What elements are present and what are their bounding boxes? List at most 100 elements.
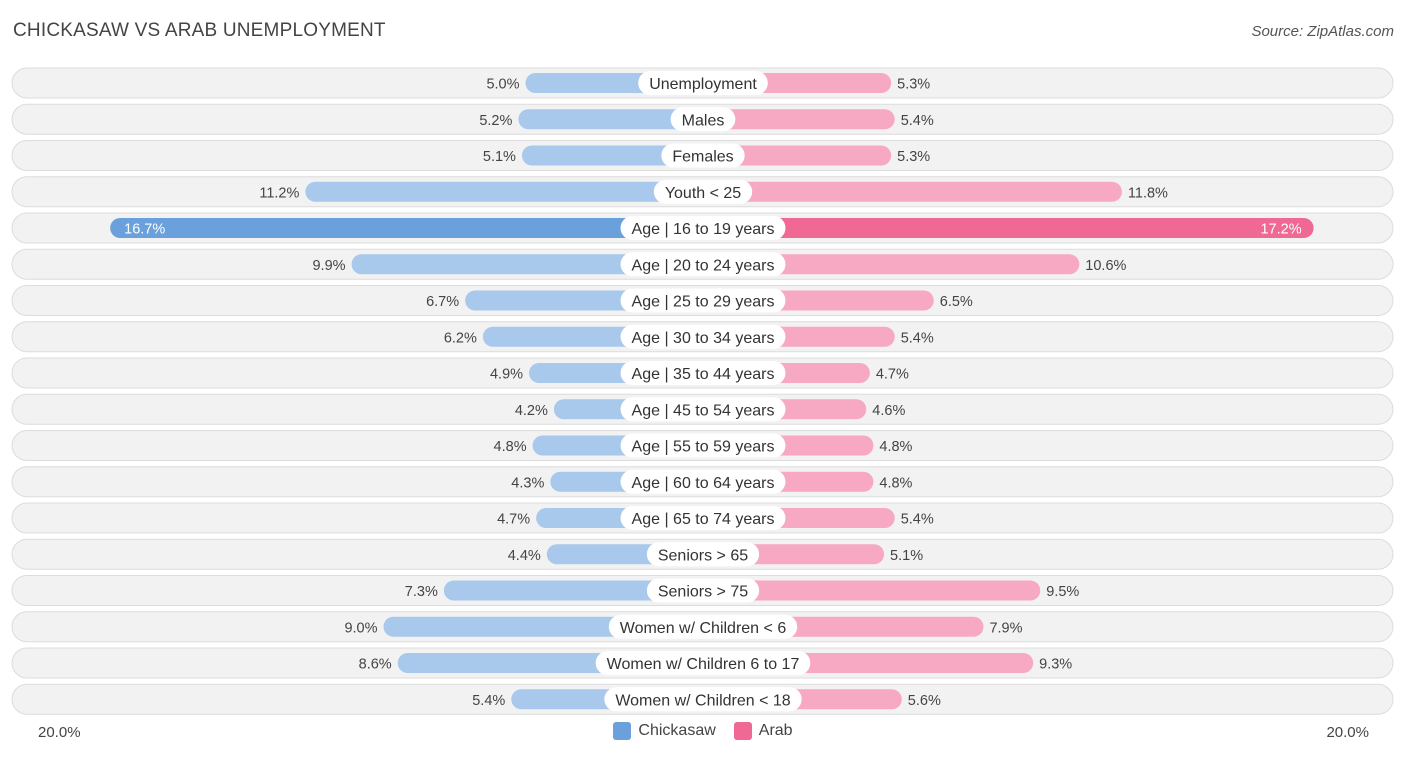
value-label-arab: 10.6% bbox=[1085, 258, 1126, 274]
value-label-arab: 4.7% bbox=[876, 367, 909, 383]
value-label-chickasaw: 7.3% bbox=[405, 584, 438, 600]
chart-row: 4.7% 5.4% Age | 65 to 74 years bbox=[11, 502, 1394, 534]
legend: Chickasaw Arab bbox=[0, 722, 1406, 740]
bar-chickasaw[interactable] bbox=[110, 218, 703, 238]
chart-row: 11.2% 11.8% Youth < 25 bbox=[11, 176, 1394, 208]
chart-row: 4.4% 5.1% Seniors > 65 bbox=[11, 538, 1394, 570]
chart-row: 4.2% 4.6% Age | 45 to 54 years bbox=[11, 393, 1394, 425]
category-label: Youth < 25 bbox=[665, 185, 741, 202]
value-label-arab: 4.8% bbox=[879, 475, 912, 491]
bar-chickasaw[interactable] bbox=[305, 181, 703, 202]
legend-item-arab[interactable]: Arab bbox=[733, 722, 793, 740]
value-label-chickasaw: 4.4% bbox=[508, 548, 541, 564]
value-label-arab: 5.1% bbox=[890, 548, 923, 564]
chart-title: CHICKASAW VS ARAB UNEMPLOYMENT bbox=[13, 20, 386, 41]
category-label: Seniors > 75 bbox=[658, 584, 748, 601]
category-label: Age | 65 to 74 years bbox=[632, 511, 775, 528]
bar-chickasaw[interactable] bbox=[518, 109, 703, 130]
value-label-chickasaw: 9.0% bbox=[344, 620, 377, 636]
value-label-arab: 5.4% bbox=[901, 330, 934, 346]
value-label-arab: 5.3% bbox=[897, 149, 930, 165]
value-label-chickasaw: 5.1% bbox=[483, 149, 516, 165]
value-label-arab: 5.4% bbox=[901, 113, 934, 129]
value-label-arab: 17.2% bbox=[1260, 222, 1301, 238]
category-label: Seniors > 65 bbox=[658, 547, 748, 564]
chart-row: 6.2% 5.4% Age | 30 to 34 years bbox=[11, 321, 1394, 353]
category-label-pill bbox=[620, 252, 786, 277]
category-label: Age | 45 to 54 years bbox=[632, 402, 775, 419]
category-label-pill bbox=[646, 578, 760, 603]
bar-chickasaw[interactable] bbox=[443, 580, 703, 601]
chart-row: 16.7% 17.2% Age | 16 to 19 years bbox=[11, 212, 1394, 244]
value-label-arab: 5.3% bbox=[897, 77, 930, 93]
legend-item-chickasaw[interactable]: Chickasaw bbox=[613, 722, 716, 740]
value-label-chickasaw: 16.7% bbox=[124, 222, 165, 238]
value-label-chickasaw: 4.8% bbox=[494, 439, 527, 455]
category-label-pill bbox=[646, 542, 760, 567]
category-label: Males bbox=[682, 112, 725, 129]
value-label-arab: 7.9% bbox=[989, 620, 1022, 636]
value-label-chickasaw: 9.9% bbox=[312, 258, 345, 274]
category-label-pill bbox=[620, 216, 786, 240]
value-label-chickasaw: 6.2% bbox=[444, 330, 477, 346]
category-label: Women w/ Children < 6 bbox=[620, 620, 787, 637]
category-label-pill bbox=[661, 143, 745, 168]
value-label-arab: 9.5% bbox=[1046, 584, 1079, 600]
value-label-arab: 4.6% bbox=[872, 403, 905, 419]
bar-arab[interactable] bbox=[703, 145, 892, 166]
chart-row: 4.9% 4.7% Age | 35 to 44 years bbox=[11, 357, 1394, 389]
bar-chickasaw[interactable] bbox=[351, 254, 703, 275]
legend-swatch-arab bbox=[733, 722, 752, 740]
legend-swatch-chickasaw bbox=[613, 722, 632, 740]
value-label-arab: 4.8% bbox=[879, 439, 912, 455]
category-label-pill bbox=[653, 179, 753, 204]
value-label-chickasaw: 4.2% bbox=[515, 403, 548, 419]
category-label: Females bbox=[672, 149, 733, 166]
value-label-chickasaw: 4.9% bbox=[490, 367, 523, 383]
value-label-chickasaw: 5.4% bbox=[472, 693, 505, 709]
chart-row: 8.6% 9.3% Women w/ Children 6 to 17 bbox=[11, 647, 1394, 679]
category-label: Age | 30 to 34 years bbox=[632, 330, 775, 347]
value-label-chickasaw: 4.7% bbox=[497, 512, 530, 528]
value-label-arab: 11.8% bbox=[1128, 185, 1168, 201]
category-label-pill bbox=[620, 397, 786, 422]
category-label-pill bbox=[620, 433, 786, 458]
value-label-chickasaw: 4.3% bbox=[511, 475, 544, 491]
bar-arab[interactable] bbox=[703, 109, 895, 130]
category-label: Age | 20 to 24 years bbox=[632, 257, 775, 274]
category-label: Age | 35 to 44 years bbox=[632, 366, 775, 383]
category-label: Age | 55 to 59 years bbox=[632, 439, 775, 456]
category-label: Age | 25 to 29 years bbox=[632, 294, 775, 311]
axis-right-label: 20.0% bbox=[1326, 724, 1369, 741]
chart-row: 5.4% 5.6% Women w/ Children < 18 bbox=[11, 683, 1394, 715]
chart-row: 9.9% 10.6% Age | 20 to 24 years bbox=[11, 248, 1394, 280]
value-label-arab: 9.3% bbox=[1039, 657, 1072, 673]
category-label-pill bbox=[604, 687, 802, 712]
category-label: Age | 60 to 64 years bbox=[632, 475, 775, 492]
value-label-chickasaw: 5.0% bbox=[486, 77, 519, 93]
value-label-arab: 5.6% bbox=[908, 693, 941, 709]
chart-row: 9.0% 7.9% Women w/ Children < 6 bbox=[11, 611, 1394, 643]
value-label-chickasaw: 5.2% bbox=[479, 113, 512, 129]
category-label: Age | 16 to 19 years bbox=[632, 221, 775, 238]
category-label: Women w/ Children 6 to 17 bbox=[607, 656, 800, 673]
category-label-pill bbox=[620, 361, 786, 385]
chart-row: 4.8% 4.8% Age | 55 to 59 years bbox=[11, 430, 1394, 461]
category-label-pill bbox=[608, 614, 798, 639]
bar-arab[interactable] bbox=[703, 218, 1314, 238]
source-label: Source: ZipAtlas.com bbox=[1251, 23, 1394, 40]
bar-chickasaw[interactable] bbox=[521, 145, 703, 166]
chart-row: 5.0% 5.3% Unemployment bbox=[11, 67, 1394, 99]
value-label-chickasaw: 11.2% bbox=[259, 185, 299, 201]
legend-label-chickasaw: Chickasaw bbox=[638, 722, 716, 739]
bar-arab[interactable] bbox=[703, 254, 1080, 275]
chart-row: 5.1% 5.3% Females bbox=[11, 140, 1394, 171]
legend-label-arab: Arab bbox=[758, 722, 793, 739]
bar-arab[interactable] bbox=[703, 580, 1041, 601]
category-label-pill bbox=[620, 469, 786, 494]
chart-row: 7.3% 9.5% Seniors > 75 bbox=[11, 575, 1394, 606]
chart-row: 4.3% 4.8% Age | 60 to 64 years bbox=[11, 466, 1394, 498]
bar-arab[interactable] bbox=[703, 181, 1122, 202]
category-label-pill bbox=[638, 71, 768, 95]
